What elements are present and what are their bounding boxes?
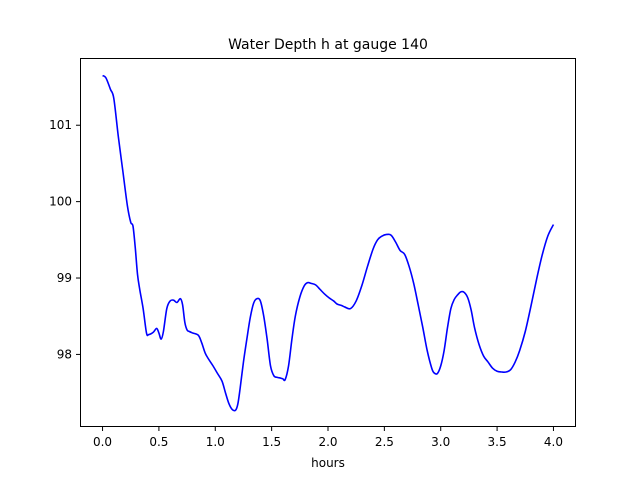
- y-tick-label: 100: [49, 195, 72, 209]
- x-tick-label: 1.0: [206, 435, 225, 449]
- x-tick-label: 0.5: [149, 435, 168, 449]
- x-axis-ticks: 0.0 0.5 1.0 1.5 2.0 2.5 3.0 3.5 4.0: [93, 427, 563, 449]
- x-tick-label: 3.0: [431, 435, 450, 449]
- y-tick-label: 99: [57, 271, 72, 285]
- x-axis-label: hours: [311, 456, 345, 470]
- x-tick-label: 4.0: [544, 435, 563, 449]
- plot-marks: [102, 74, 555, 412]
- plot-frame: [80, 58, 576, 427]
- x-tick-label: 2.5: [375, 435, 394, 449]
- series-line: [102, 74, 555, 412]
- y-axis-ticks: 98 99 100 101: [49, 118, 80, 361]
- y-tick-label: 98: [57, 347, 72, 361]
- plot-area: [80, 58, 576, 427]
- chart-title: Water Depth h at gauge 140: [228, 37, 428, 53]
- x-tick-label: 2.0: [318, 435, 337, 449]
- x-tick-label: 1.5: [262, 435, 281, 449]
- y-tick-label: 101: [49, 118, 72, 132]
- x-tick-label: 3.5: [488, 435, 507, 449]
- x-tick-label: 0.0: [93, 435, 112, 449]
